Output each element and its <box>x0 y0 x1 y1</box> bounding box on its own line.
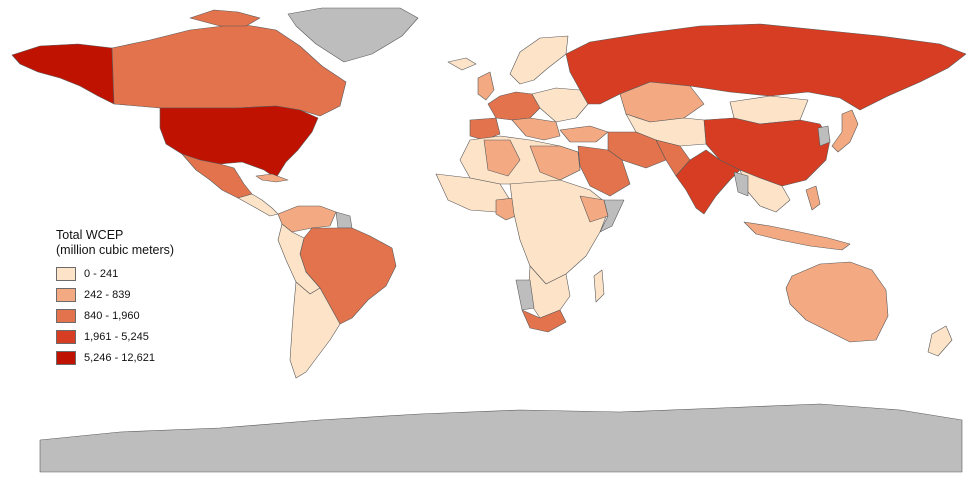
region-namibia <box>515 279 535 311</box>
legend-items: 0 - 241 242 - 839 840 - 1,960 1,961 - 5,… <box>56 266 256 366</box>
legend-swatch <box>56 351 76 365</box>
region-alaska <box>11 43 115 105</box>
legend-item: 1,961 - 5,245 <box>56 329 256 345</box>
legend-title-line2: (million cubic meters) <box>56 243 175 257</box>
region-italy-balkans <box>511 117 561 141</box>
region-canada-islands <box>189 9 261 27</box>
legend: Total WCEP (million cubic meters) 0 - 24… <box>56 228 256 371</box>
region-south-africa <box>521 309 567 333</box>
legend-item: 242 - 839 <box>56 287 256 303</box>
region-guianas <box>335 211 353 229</box>
country-shapes <box>11 7 967 473</box>
legend-title: Total WCEP (million cubic meters) <box>56 228 256 258</box>
region-southern-cone <box>289 281 341 379</box>
region-usa <box>159 105 319 179</box>
legend-item: 5,246 - 12,621 <box>56 350 256 366</box>
region-australia <box>785 261 889 343</box>
legend-label: 5,246 - 12,621 <box>84 352 155 364</box>
region-indonesia <box>743 221 851 251</box>
legend-label: 242 - 839 <box>84 289 131 301</box>
region-russia <box>565 23 967 111</box>
region-cuba <box>255 173 289 183</box>
region-western-europe <box>487 91 541 121</box>
legend-swatch <box>56 267 76 281</box>
region-se-asia <box>739 169 791 213</box>
legend-swatch <box>56 288 76 302</box>
legend-title-line1: Total WCEP <box>56 228 124 242</box>
region-greenland <box>287 7 419 63</box>
legend-label: 840 - 1,960 <box>84 310 140 322</box>
region-arabia <box>577 145 631 197</box>
region-india <box>675 149 741 215</box>
legend-item: 840 - 1,960 <box>56 308 256 324</box>
region-korea <box>817 125 831 147</box>
region-myanmar <box>733 171 749 197</box>
region-central-africa <box>509 179 611 285</box>
region-somalia <box>599 199 625 233</box>
legend-swatch <box>56 309 76 323</box>
region-eastern-europe <box>531 87 589 123</box>
region-scandinavia <box>509 35 569 85</box>
region-turkey <box>559 125 609 143</box>
region-central-america <box>237 193 279 217</box>
region-philippines <box>805 185 821 211</box>
region-madagascar <box>593 269 605 303</box>
region-uk <box>477 71 495 101</box>
region-algeria <box>483 139 521 177</box>
region-egypt <box>529 145 581 181</box>
legend-label: 1,961 - 5,245 <box>84 331 149 343</box>
region-iceland <box>447 57 477 71</box>
region-new-zealand <box>927 325 953 357</box>
legend-item: 0 - 241 <box>56 266 256 282</box>
region-antarctica <box>39 403 963 473</box>
legend-swatch <box>56 330 76 344</box>
region-japan <box>831 109 859 153</box>
legend-label: 0 - 241 <box>84 268 119 280</box>
